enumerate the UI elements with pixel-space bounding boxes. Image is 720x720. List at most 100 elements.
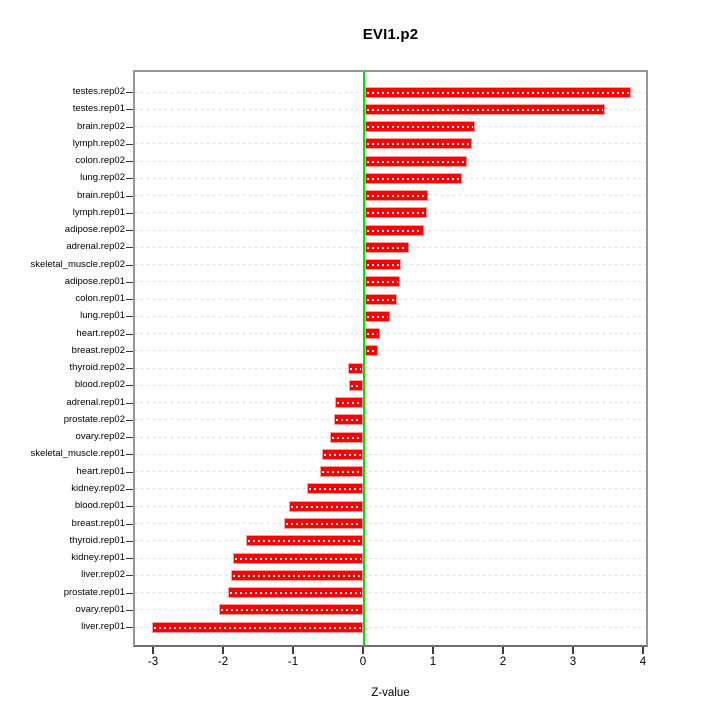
gridline: [135, 436, 646, 439]
y-axis-tick: [126, 213, 133, 214]
x-axis-tick-label: -3: [147, 656, 159, 668]
bar-dot-texture: [336, 401, 361, 404]
y-axis-tick: [126, 127, 133, 128]
bar-dot-texture: [235, 557, 362, 560]
y-axis-tick: [126, 316, 133, 317]
bar-dot-texture: [332, 436, 362, 439]
bar-dot-texture: [367, 160, 465, 163]
y-axis-label: adipose.rep01: [64, 276, 125, 287]
y-axis-tick: [126, 282, 133, 283]
gridline: [135, 419, 646, 422]
bar: [365, 276, 400, 287]
x-axis-tick: [642, 647, 644, 654]
y-axis-tick: [126, 541, 133, 542]
y-axis-tick: [126, 489, 133, 490]
bar-dot-texture: [367, 211, 425, 214]
y-axis-tick: [126, 558, 133, 559]
bar: [365, 328, 380, 339]
zero-line: [363, 72, 365, 645]
y-axis-tick: [126, 196, 133, 197]
bar: [334, 414, 364, 425]
y-axis-tick: [126, 627, 133, 628]
bar: [365, 207, 427, 218]
x-axis-tick: [432, 647, 434, 654]
bar-dot-texture: [367, 177, 460, 180]
y-axis-tick: [126, 247, 133, 248]
gridline: [135, 626, 646, 629]
y-axis-tick: [126, 230, 133, 231]
bar: [334, 397, 363, 408]
y-axis-label: adrenal.rep02: [66, 241, 125, 252]
y-axis-tick: [126, 403, 133, 404]
bar-dot-texture: [336, 418, 362, 421]
bar: [322, 449, 364, 460]
y-axis-tick: [126, 506, 133, 507]
x-axis-tick: [572, 647, 574, 654]
bar-dot-texture: [367, 349, 376, 352]
y-axis-tick: [126, 472, 133, 473]
x-axis-tick-label: -2: [217, 656, 229, 668]
y-axis-label: thyroid.rep02: [69, 362, 125, 373]
x-axis-tick-label: 1: [429, 656, 437, 668]
y-axis-label: breast.rep01: [71, 518, 125, 529]
plot-area: [133, 70, 648, 647]
gridline: [135, 315, 646, 318]
bar-dot-texture: [232, 574, 361, 577]
y-axis-tick: [126, 610, 133, 611]
y-axis-label: thyroid.rep01: [69, 535, 125, 546]
gridline: [135, 333, 646, 336]
bar-dot-texture: [324, 453, 362, 456]
y-axis-label: adipose.rep02: [64, 224, 125, 235]
y-axis-label: kidney.rep02: [71, 483, 125, 494]
y-axis-label: lymph.rep01: [72, 207, 125, 218]
x-axis-title: Z-value: [371, 687, 410, 699]
bar-dot-texture: [221, 608, 362, 611]
bar: [219, 604, 364, 615]
bar-dot-texture: [321, 470, 361, 473]
bar: [365, 104, 605, 115]
x-axis-tick: [362, 647, 364, 654]
y-axis-tick: [126, 265, 133, 266]
bar: [227, 587, 363, 598]
gridline: [135, 350, 646, 353]
y-axis-label: heart.rep01: [76, 466, 125, 477]
bar: [365, 156, 467, 167]
x-axis-tick-label: 2: [499, 656, 507, 668]
bar: [306, 483, 363, 494]
gridline: [135, 609, 646, 612]
y-axis-label: blood.rep01: [74, 500, 125, 511]
bar-dot-texture: [350, 384, 361, 387]
bar-dot-texture: [229, 591, 361, 594]
gridline: [135, 523, 646, 525]
bar: [348, 380, 363, 391]
y-axis-label: heart.rep02: [76, 328, 125, 339]
y-axis-tick: [126, 368, 133, 369]
x-axis-tick: [292, 647, 294, 654]
bar-dot-texture: [286, 522, 362, 525]
x-axis-tick: [502, 647, 504, 654]
bar-dot-texture: [367, 108, 603, 111]
gridline: [135, 384, 646, 387]
bar: [365, 87, 631, 98]
bar-dot-texture: [367, 246, 407, 249]
bar: [319, 466, 363, 477]
y-axis-tick: [126, 92, 133, 93]
y-axis-label: liver.rep02: [81, 569, 125, 580]
x-axis-tick: [222, 647, 224, 654]
y-axis-tick: [126, 385, 133, 386]
bar: [365, 225, 424, 236]
y-axis-label: colon.rep02: [75, 155, 125, 166]
x-axis-tick-label: 4: [639, 656, 647, 668]
y-axis-tick: [126, 109, 133, 110]
gridline: [135, 592, 646, 595]
y-axis-label: prostate.rep02: [63, 414, 125, 425]
bar: [330, 432, 364, 443]
bar-dot-texture: [367, 142, 470, 145]
y-axis-tick: [126, 437, 133, 438]
bar-dot-texture: [247, 539, 361, 542]
x-axis-tick: [152, 647, 154, 654]
y-axis-tick: [126, 420, 133, 421]
y-axis-label: prostate.rep01: [63, 587, 125, 598]
bar-dot-texture: [290, 505, 361, 508]
